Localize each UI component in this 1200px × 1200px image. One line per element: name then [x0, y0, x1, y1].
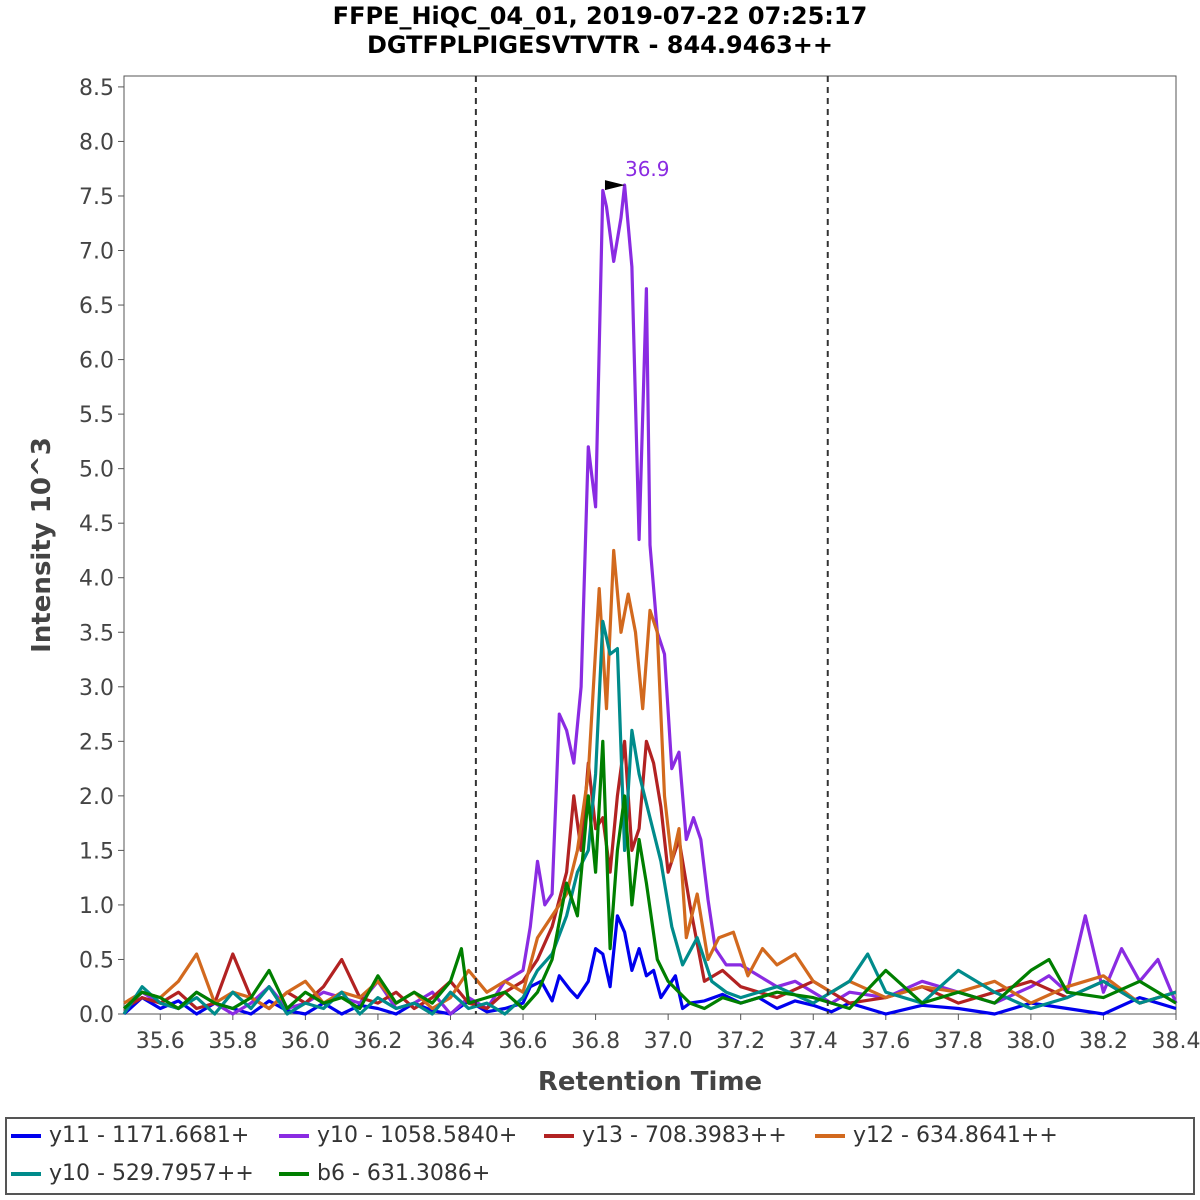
x-tick-label: 38.0 [1006, 1029, 1055, 1054]
y-tick-label: 1.5 [79, 839, 114, 864]
legend-label: b6 - 631.3086+ [317, 1161, 491, 1186]
chart-title: FFPE_HiQC_04_01, 2019-07-22 07:25:17 [332, 2, 868, 30]
legend-label: y10 - 1058.5840+ [317, 1123, 518, 1148]
x-tick-label: 38.4 [1152, 1029, 1200, 1054]
y-tick-label: 7.0 [79, 240, 114, 265]
y-tick-label: 8.0 [79, 130, 114, 155]
legend-swatch [11, 1171, 41, 1176]
y-tick-label: 3.0 [79, 676, 114, 701]
x-tick-label: 38.2 [1079, 1029, 1128, 1054]
series-line [122, 914, 1177, 1016]
legend-swatch [279, 1171, 309, 1176]
x-tick-label: 37.2 [716, 1029, 765, 1054]
legend-label: y13 - 708.3983++ [582, 1123, 787, 1148]
peak-label: 36.9 [625, 157, 670, 181]
y-axis-label: Intensity 10^3 [27, 437, 57, 653]
legend-swatch [815, 1133, 845, 1138]
y-tick-label: 6.0 [79, 349, 114, 374]
legend-item: y10 - 1058.5840+ [279, 1123, 517, 1148]
y-tick-label: 0.0 [79, 1003, 114, 1028]
y-tick-label: 6.5 [79, 294, 114, 319]
y-tick-label: 7.5 [79, 185, 114, 210]
y-tick-label: 5.5 [79, 403, 114, 428]
x-tick-label: 37.8 [934, 1029, 983, 1054]
x-tick-label: 35.6 [136, 1029, 185, 1054]
series-line [122, 739, 1177, 1011]
x-tick-label: 36.8 [571, 1029, 620, 1054]
y-tick-label: 4.0 [79, 567, 114, 592]
y-tick-label: 1.0 [79, 894, 114, 919]
x-tick-label: 36.4 [426, 1029, 475, 1054]
y-tick-label: 2.5 [79, 730, 114, 755]
x-tick-label: 37.4 [789, 1029, 838, 1054]
y-tick-label: 5.0 [79, 458, 114, 483]
legend-item: y12 - 634.8641++ [815, 1123, 1058, 1148]
x-tick-label: 36.6 [499, 1029, 548, 1054]
y-tick-label: 2.0 [79, 785, 114, 810]
series-line [122, 619, 1177, 1016]
legend-item: b6 - 631.3086+ [279, 1161, 490, 1186]
x-axis-label: Retention Time [538, 1067, 762, 1097]
chart-subtitle: DGTFPLPIGESVTVTR - 844.9463++ [366, 31, 834, 59]
x-tick-label: 35.8 [208, 1029, 257, 1054]
legend-item: y11 - 1171.6681+ [11, 1123, 249, 1148]
legend-label: y11 - 1171.6681+ [49, 1123, 250, 1148]
legend-swatch [279, 1133, 309, 1138]
legend-label: y12 - 634.8641++ [853, 1123, 1058, 1148]
y-tick-label: 4.5 [79, 512, 114, 537]
x-tick-label: 36.2 [353, 1029, 402, 1054]
peak-marker-icon [604, 180, 625, 191]
legend: y11 - 1171.6681+ y10 - 1058.5840+ y13 - … [5, 1117, 1195, 1195]
x-tick-label: 37.6 [861, 1029, 910, 1054]
legend-swatch [11, 1133, 41, 1138]
legend-item: y10 - 529.7957++ [11, 1161, 254, 1186]
y-tick-label: 8.5 [79, 76, 114, 101]
x-tick-label: 36.0 [281, 1029, 330, 1054]
x-tick-label: 37.0 [644, 1029, 693, 1054]
y-tick-label: 0.5 [79, 948, 114, 973]
y-tick-label: 3.5 [79, 621, 114, 646]
legend-item: y13 - 708.3983++ [544, 1123, 787, 1148]
legend-label: y10 - 529.7957++ [49, 1161, 254, 1186]
legend-swatch [544, 1133, 574, 1138]
